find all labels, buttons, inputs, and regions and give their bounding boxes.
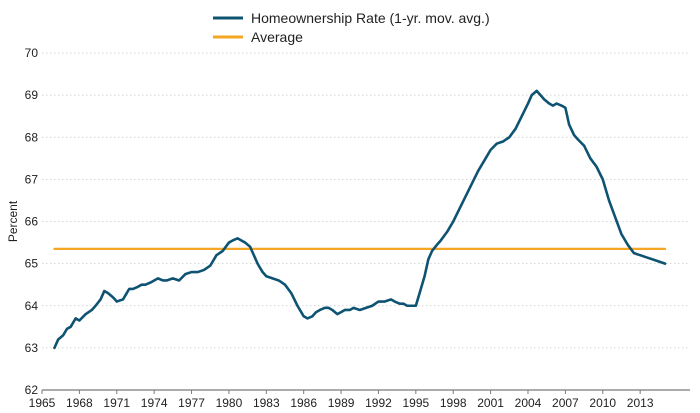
x-tick-label: 1968 <box>66 396 93 410</box>
x-tick-label: 1971 <box>103 396 130 410</box>
x-tick-label: 1998 <box>440 396 467 410</box>
x-tick-label: 1989 <box>328 396 355 410</box>
legend-label: Average <box>251 29 303 45</box>
x-tick-label: 2001 <box>477 396 504 410</box>
y-tick-label: 68 <box>25 130 39 144</box>
x-tick-label: 2004 <box>515 396 542 410</box>
x-tick-label: 1980 <box>216 396 243 410</box>
y-tick-label: 64 <box>25 299 39 313</box>
x-tick-label: 1992 <box>365 396 392 410</box>
x-tick-label: 2007 <box>552 396 579 410</box>
x-axis-ticks: 1965 1968 1971 1974 1977 1980 1983 1986 1989 1992… <box>29 390 654 410</box>
x-tick-label: 1965 <box>29 396 56 410</box>
y-tick-label: 62 <box>25 383 39 397</box>
series-lines <box>53 89 667 350</box>
y-axis-ticks: 62 63 64 65 66 67 68 69 70 <box>25 46 39 397</box>
y-tick-label: 67 <box>25 172 39 186</box>
y-tick-label: 70 <box>25 46 39 60</box>
x-tick-label: 2013 <box>627 396 654 410</box>
legend-label: Homeownership Rate (1-yr. mov. avg.) <box>251 10 490 26</box>
x-tick-label: 1995 <box>402 396 429 410</box>
y-tick-label: 65 <box>25 257 39 271</box>
y-tick-label: 66 <box>25 215 39 229</box>
x-tick-label: 2010 <box>589 396 616 410</box>
homeownership-rate-line <box>53 89 667 350</box>
x-tick-label: 1986 <box>290 396 317 410</box>
x-tick-label: 1983 <box>253 396 280 410</box>
x-tick-label: 1974 <box>141 396 168 410</box>
y-axis-title: Percent <box>6 200 20 242</box>
y-tick-label: 63 <box>25 341 39 355</box>
x-tick-label: 1977 <box>178 396 205 410</box>
y-tick-label: 69 <box>25 88 39 102</box>
legend: Homeownership Rate (1-yr. mov. avg.) Aver… <box>213 10 490 45</box>
grid-lines <box>42 52 690 391</box>
